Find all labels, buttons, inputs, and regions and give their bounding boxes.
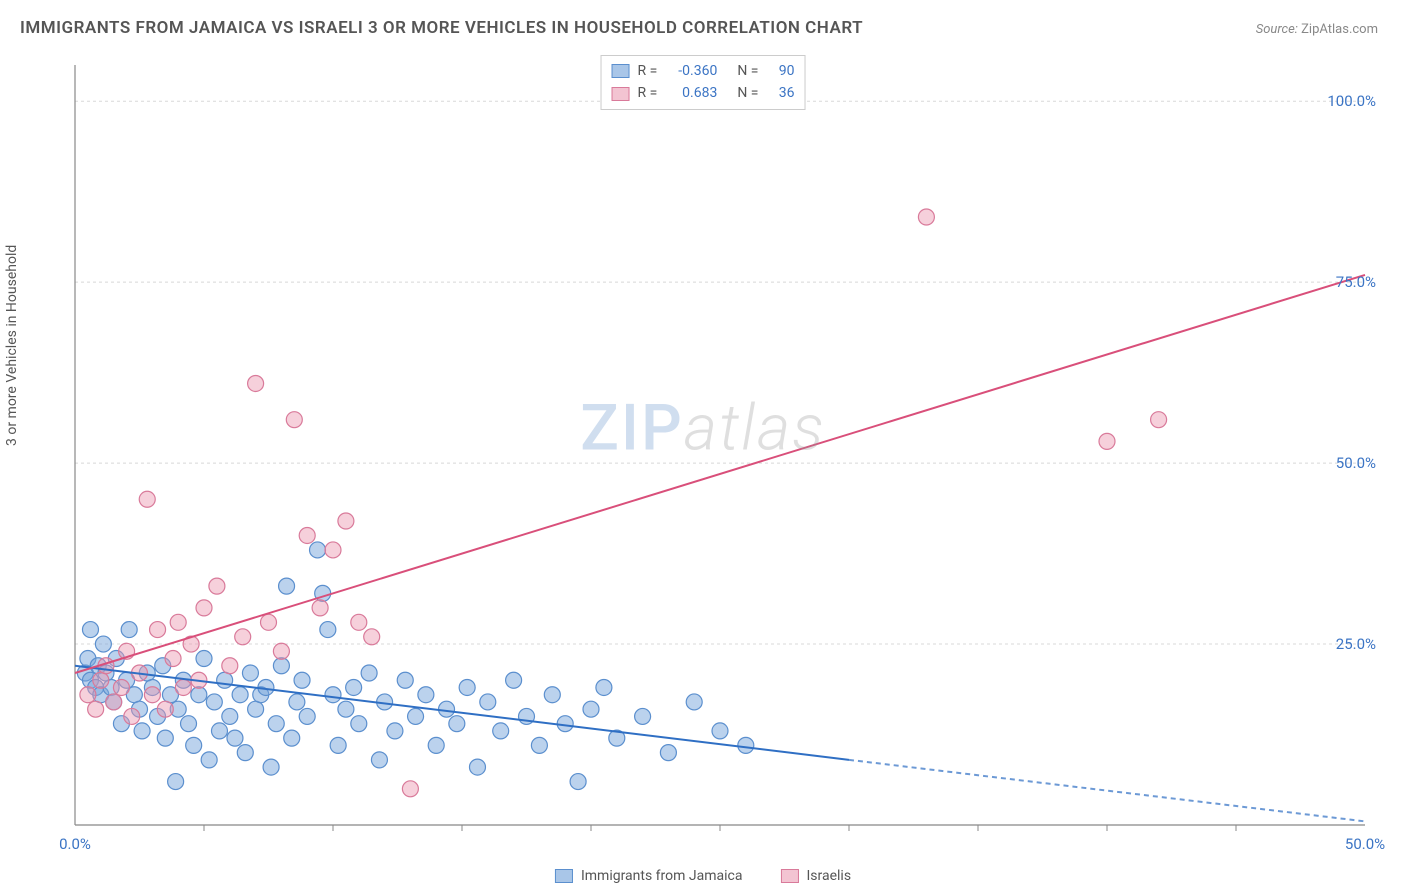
r-label: R =	[638, 60, 658, 82]
n-value: 36	[766, 82, 794, 104]
n-value: 90	[766, 60, 794, 82]
legend-swatch	[780, 869, 798, 883]
legend-swatch	[555, 869, 573, 883]
stats-legend: R = -0.360 N = 90 R = 0.683 N = 36	[601, 55, 806, 110]
legend-label: Immigrants from Jamaica	[581, 868, 743, 884]
y-axis-label: 3 or more Vehicles in Household	[4, 245, 20, 446]
stats-legend-row: R = -0.360 N = 90	[612, 60, 795, 82]
scatter-chart	[55, 55, 1386, 852]
r-value: -0.360	[665, 60, 717, 82]
legend-item: Immigrants from Jamaica	[555, 868, 743, 884]
n-label: N =	[737, 60, 758, 82]
y-tick-label: 25.0%	[1336, 635, 1376, 653]
y-tick-label: 100.0%	[1327, 92, 1376, 110]
legend-swatch	[612, 64, 630, 78]
source-attribution: Source: ZipAtlas.com	[1256, 22, 1378, 37]
legend-swatch	[612, 87, 630, 101]
n-label: N =	[737, 82, 758, 104]
y-tick-label: 75.0%	[1336, 273, 1376, 291]
stats-legend-row: R = 0.683 N = 36	[612, 82, 795, 104]
r-label: R =	[638, 82, 658, 104]
chart-area: 25.0% 50.0% 75.0% 100.0% 0.0% 50.0%	[55, 55, 1386, 852]
x-tick-label: 0.0%	[59, 835, 91, 853]
legend-item: Israelis	[780, 868, 851, 884]
source-value: ZipAtlas.com	[1301, 22, 1378, 37]
source-label: Source:	[1256, 22, 1298, 37]
y-tick-label: 50.0%	[1336, 454, 1376, 472]
chart-title: IMMIGRANTS FROM JAMAICA VS ISRAELI 3 OR …	[20, 18, 863, 38]
r-value: 0.683	[665, 82, 717, 104]
x-tick-label: 50.0%	[1345, 835, 1385, 853]
bottom-legend: Immigrants from Jamaica Israelis	[555, 868, 851, 884]
legend-label: Israelis	[806, 868, 851, 884]
